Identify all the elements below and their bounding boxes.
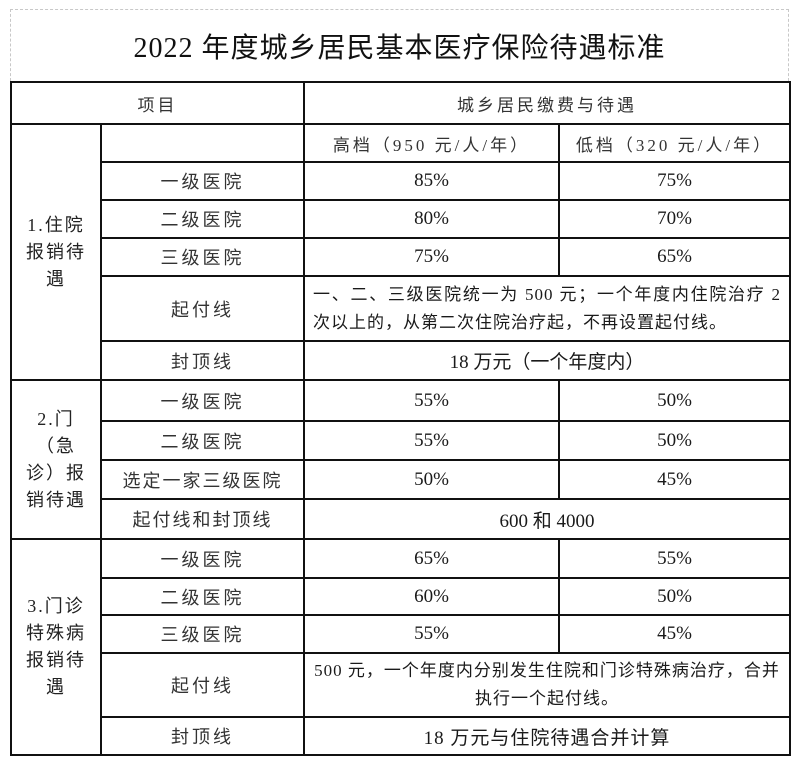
- table-row: 二级医院 80% 70%: [11, 199, 791, 239]
- low-value: 55%: [558, 538, 791, 579]
- insurance-benefits-table: 项目 城乡居民缴费与待遇 1.住院报销待遇 高档（950 元/人/年） 低档（3…: [10, 81, 791, 756]
- table-row: 三级医院 55% 45%: [11, 614, 791, 654]
- table-row: 二级医院 55% 50%: [11, 420, 791, 461]
- high-value: 85%: [303, 161, 560, 201]
- table-row: 选定一家三级医院 50% 45%: [11, 459, 791, 500]
- merged-value: 18 万元与住院待遇合并计算: [303, 716, 791, 756]
- table-row: 起付线 一、二、三级医院统一为 500 元；一个年度内住院治疗 2 次以上的，从…: [11, 275, 791, 342]
- header-item: 项目: [10, 81, 305, 125]
- tier-blank: [100, 123, 305, 163]
- row-label: 三级医院: [100, 614, 305, 654]
- row-label: 选定一家三级医院: [100, 459, 305, 500]
- row-label: 起付线: [100, 652, 305, 718]
- table-row: 一级医院 85% 75%: [11, 161, 791, 201]
- merged-value: 一、二、三级医院统一为 500 元；一个年度内住院治疗 2 次以上的，从第二次住…: [303, 275, 791, 342]
- tier-row: 1.住院报销待遇 高档（950 元/人/年） 低档（320 元/人/年）: [10, 123, 791, 381]
- section-outpatient: 2.门（急诊）报销待遇: [10, 379, 102, 540]
- document-title: 2022 年度城乡居民基本医疗保险待遇标准: [133, 32, 666, 64]
- high-tier-header: 高档（950 元/人/年）: [303, 123, 560, 163]
- table-row: 起付线 500 元，一个年度内分别发生住院和门诊特殊病治疗，合并执行一个起付线。: [11, 652, 791, 718]
- header-row: 项目 城乡居民缴费与待遇: [10, 81, 791, 125]
- low-value: 50%: [558, 577, 791, 616]
- table-row: 封顶线 18 万元与住院待遇合并计算: [11, 716, 791, 756]
- high-value: 55%: [303, 379, 560, 422]
- low-value: 50%: [558, 379, 791, 422]
- row-label: 封顶线: [100, 716, 305, 756]
- low-value: 75%: [558, 161, 791, 201]
- low-value: 50%: [558, 420, 791, 461]
- row-label: 一级医院: [100, 379, 305, 422]
- merged-value: 600 和 4000: [303, 498, 791, 540]
- header-contribution: 城乡居民缴费与待遇: [303, 81, 791, 125]
- row-label: 封顶线: [100, 340, 305, 381]
- merged-value: 500 元，一个年度内分别发生住院和门诊特殊病治疗，合并执行一个起付线。: [303, 652, 791, 718]
- low-value: 45%: [558, 459, 791, 500]
- section-inpatient: 1.住院报销待遇: [10, 123, 102, 381]
- table-row: 封顶线 18 万元（一个年度内）: [11, 340, 791, 381]
- table-row: 3.门诊特殊病报销待遇 一级医院 65% 55%: [10, 538, 791, 756]
- table-row: 三级医院 75% 65%: [11, 237, 791, 277]
- row-label: 二级医院: [100, 199, 305, 239]
- section-special-disease: 3.门诊特殊病报销待遇: [10, 538, 102, 756]
- row-label: 一级医院: [100, 538, 305, 579]
- high-value: 55%: [303, 614, 560, 654]
- low-value: 70%: [558, 199, 791, 239]
- low-tier-header: 低档（320 元/人/年）: [558, 123, 791, 163]
- high-value: 50%: [303, 459, 560, 500]
- row-label: 二级医院: [100, 420, 305, 461]
- row-label: 起付线: [100, 275, 305, 342]
- row-label: 起付线和封顶线: [100, 498, 305, 540]
- table-row: 2.门（急诊）报销待遇 一级医院 55% 50%: [10, 379, 791, 540]
- high-value: 60%: [303, 577, 560, 616]
- row-label: 二级医院: [100, 577, 305, 616]
- row-label: 一级医院: [100, 161, 305, 201]
- table-row: 二级医院 60% 50%: [11, 577, 791, 616]
- table-row: 起付线和封顶线 600 和 4000: [11, 498, 791, 540]
- merged-value: 18 万元（一个年度内）: [303, 340, 791, 381]
- high-value: 65%: [303, 538, 560, 579]
- low-value: 65%: [558, 237, 791, 277]
- high-value: 75%: [303, 237, 560, 277]
- low-value: 45%: [558, 614, 791, 654]
- title-box: 2022 年度城乡居民基本医疗保险待遇标准: [10, 9, 789, 81]
- high-value: 80%: [303, 199, 560, 239]
- high-value: 55%: [303, 420, 560, 461]
- row-label: 三级医院: [100, 237, 305, 277]
